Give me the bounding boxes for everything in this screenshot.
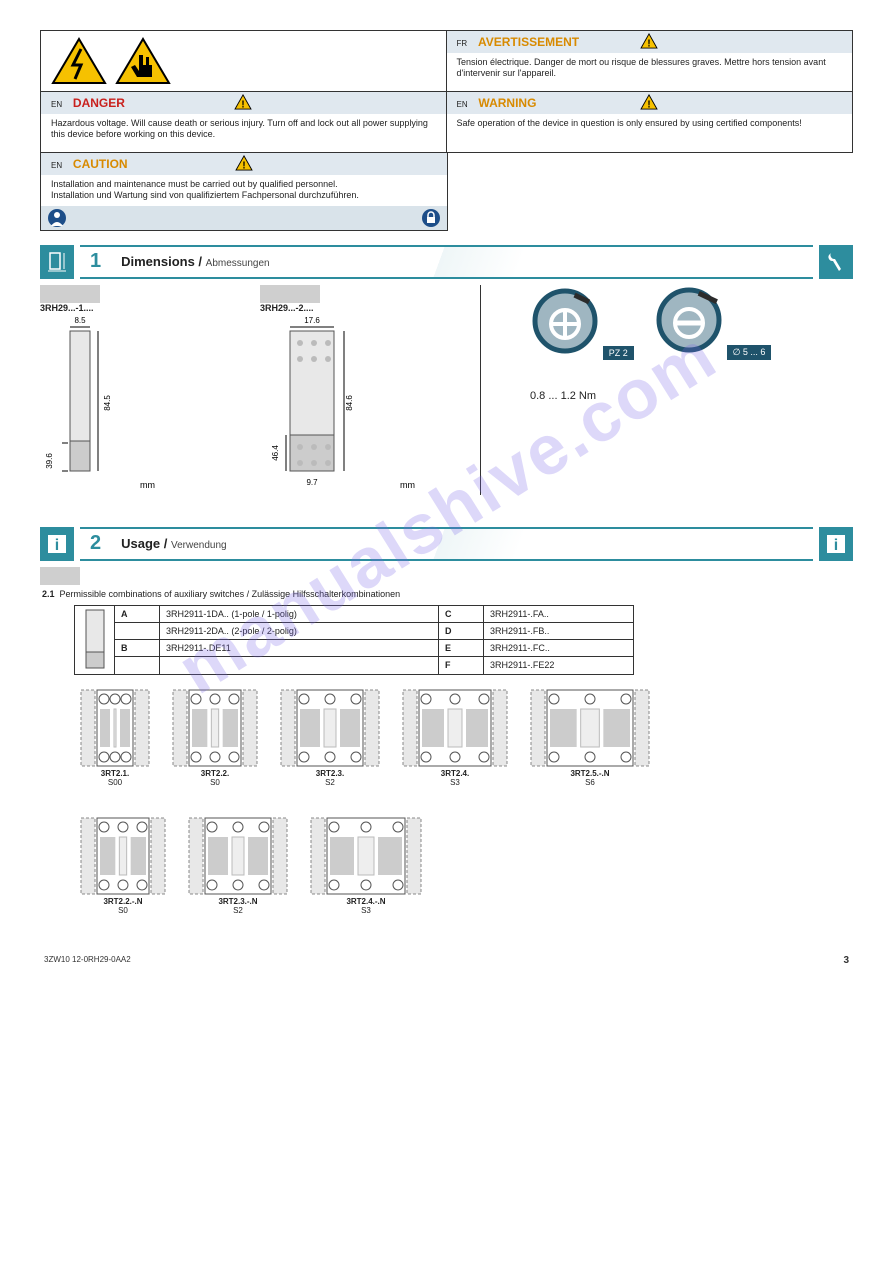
warning-text-de: Installation und Wartung sind von qualif… bbox=[51, 190, 437, 201]
lang-tag: EN bbox=[51, 161, 62, 170]
dim-code-b: 3RH29...-2.... bbox=[260, 303, 314, 313]
row-left: 3RH2911-1DA.. (1-pole / 1-polig) bbox=[160, 605, 439, 622]
warning-text: Hazardous voltage. Will cause death or s… bbox=[51, 118, 436, 141]
row-left: 3RH2911-.DE11 bbox=[160, 640, 439, 657]
combo-row-1: 3RT2.1.S00 3RT2.2.S0 3RT2.3.S2 3RT2.4.S3 bbox=[80, 689, 853, 787]
row-label bbox=[115, 622, 160, 639]
contactor-combo: 3RT2.4.S3 bbox=[402, 689, 508, 787]
info-icon: i bbox=[819, 527, 853, 561]
device-figure-b: 17.6 84.6 46.4 9.7 mm bbox=[260, 313, 430, 493]
row-label: E bbox=[438, 640, 483, 657]
dim-code-a: 3RH29...-1.... bbox=[40, 303, 94, 313]
warning-heading: DANGER bbox=[73, 96, 125, 110]
lang-tag: EN bbox=[457, 100, 468, 109]
table-device-icon bbox=[82, 608, 108, 670]
warning-triangle-icon: ! bbox=[234, 94, 252, 110]
torque-value: 0.8 ... 1.2 Nm bbox=[530, 390, 771, 402]
svg-text:84.6: 84.6 bbox=[345, 394, 354, 410]
row-label: C bbox=[438, 605, 483, 622]
section-number: 1 bbox=[90, 250, 101, 273]
svg-text:!: ! bbox=[648, 99, 651, 110]
svg-text:46.4: 46.4 bbox=[271, 444, 280, 460]
info-icon: i bbox=[40, 527, 74, 561]
row-label: D bbox=[438, 622, 483, 639]
section-usage-bar: i 2 Usage / Verwendung i bbox=[40, 527, 853, 561]
warning-heading: AVERTISSEMENT bbox=[478, 35, 579, 49]
contactor-combo: 3RT2.1.S00 bbox=[80, 689, 150, 787]
qualified-person-icon bbox=[47, 208, 67, 228]
lang-tag: EN bbox=[51, 100, 62, 109]
lockout-icon bbox=[421, 208, 441, 228]
warning-text: Safe operation of the device in question… bbox=[457, 118, 843, 129]
warning-caution-block: ! EN CAUTION Installation and maintenanc… bbox=[40, 153, 448, 231]
combination-table: A 3RH2911-1DA.. (1-pole / 1-polig) C 3RH… bbox=[74, 605, 634, 675]
section-title: Dimensions / bbox=[121, 254, 202, 269]
svg-text:!: ! bbox=[242, 99, 245, 110]
svg-text:9.7: 9.7 bbox=[306, 478, 318, 487]
svg-text:84.5: 84.5 bbox=[103, 394, 112, 410]
row-right: 3RH2911-.FC.. bbox=[483, 640, 633, 657]
page-footer: 3ZW10 12-0RH29-0AA2 3 bbox=[40, 955, 853, 966]
row-label: A bbox=[115, 605, 160, 622]
warning-triangle-icon: ! bbox=[640, 94, 658, 110]
svg-text:mm: mm bbox=[140, 480, 155, 490]
warning-grid: ! FR AVERTISSEMENT Tension électrique. D… bbox=[40, 30, 853, 153]
contactor-combo: 3RT2.3.-.NS2 bbox=[188, 817, 288, 915]
page-number: 3 bbox=[843, 955, 849, 966]
section-subtitle: Abmessungen bbox=[206, 258, 270, 269]
hazard-icons-cell bbox=[41, 31, 447, 92]
svg-text:mm: mm bbox=[400, 480, 415, 490]
section-title: Usage / bbox=[121, 536, 167, 551]
svg-text:!: ! bbox=[648, 38, 651, 49]
row-right: 3RH2911-.FA.. bbox=[483, 605, 633, 622]
usage-block: 2.1 Permissible combinations of auxiliar… bbox=[40, 567, 853, 915]
dimensions-block: 3RH29...-1.... 8.5 39.6 84.5 mm 3RH29...… bbox=[40, 285, 853, 513]
section-subtitle: Verwendung bbox=[171, 540, 227, 551]
voltage-triangle-icon bbox=[51, 37, 107, 85]
row-label: B bbox=[115, 640, 160, 657]
dimensions-icon bbox=[40, 245, 74, 279]
flathead-icon bbox=[654, 285, 724, 355]
warning-heading: WARNING bbox=[478, 96, 536, 110]
svg-text:!: ! bbox=[242, 160, 245, 171]
contactor-combo: 3RT2.4.-.NS3 bbox=[310, 817, 422, 915]
phillips-icon bbox=[530, 286, 600, 356]
flat-label: ∅ 5 ... 6 bbox=[727, 345, 772, 360]
svg-text:i: i bbox=[55, 537, 59, 554]
row-left bbox=[160, 657, 439, 674]
usage-desc: Permissible combinations of auxiliary sw… bbox=[60, 589, 401, 599]
warning-heading: CAUTION bbox=[73, 157, 128, 171]
footer-left: 3ZW10 12-0RH29-0AA2 bbox=[44, 955, 131, 966]
section-number: 2 bbox=[90, 532, 101, 555]
lang-tag: FR bbox=[457, 39, 468, 48]
device-figure-a: 8.5 39.6 84.5 mm bbox=[40, 313, 160, 493]
contactor-combo: 3RT2.2.S0 bbox=[172, 689, 258, 787]
row-right: 3RH2911-.FB.. bbox=[483, 622, 633, 639]
hand-triangle-icon bbox=[115, 37, 171, 85]
warning-avertissement: ! FR AVERTISSEMENT Tension électrique. D… bbox=[447, 31, 853, 92]
warning-triangle-icon: ! bbox=[235, 155, 253, 171]
contactor-combo: 3RT2.3.S2 bbox=[280, 689, 380, 787]
combo-row-2: 3RT2.2.-.NS0 3RT2.3.-.NS2 3RT2.4.-.NS3 bbox=[80, 817, 853, 915]
phillips-label: PZ 2 bbox=[603, 346, 634, 360]
contactor-combo: 3RT2.2.-.NS0 bbox=[80, 817, 166, 915]
warning-triangle-icon: ! bbox=[640, 33, 658, 49]
warning-text: Installation and maintenance must be car… bbox=[51, 179, 437, 190]
svg-text:17.6: 17.6 bbox=[304, 316, 320, 325]
warning-safeop: ! EN WARNING Safe operation of the devic… bbox=[447, 92, 853, 152]
section-dimensions-bar: 1 Dimensions / Abmessungen bbox=[40, 245, 853, 279]
svg-text:39.6: 39.6 bbox=[45, 452, 54, 468]
usage-subitem: 2.1 bbox=[42, 589, 55, 599]
tool-icon bbox=[819, 245, 853, 279]
warning-danger: ! EN DANGER Hazardous voltage. Will caus… bbox=[41, 92, 447, 152]
svg-text:8.5: 8.5 bbox=[74, 316, 86, 325]
row-left: 3RH2911-2DA.. (2-pole / 2-polig) bbox=[160, 622, 439, 639]
svg-text:i: i bbox=[834, 537, 838, 554]
row-right: 3RH2911-.FE22 bbox=[483, 657, 633, 674]
warning-text: Tension électrique. Danger de mort ou ri… bbox=[457, 57, 843, 80]
contactor-combo: 3RT2.5.-.NS6 bbox=[530, 689, 650, 787]
tool-icons: PZ 2 ∅ 5 ... 6 bbox=[530, 285, 771, 360]
row-label bbox=[115, 657, 160, 674]
row-label: F bbox=[438, 657, 483, 674]
